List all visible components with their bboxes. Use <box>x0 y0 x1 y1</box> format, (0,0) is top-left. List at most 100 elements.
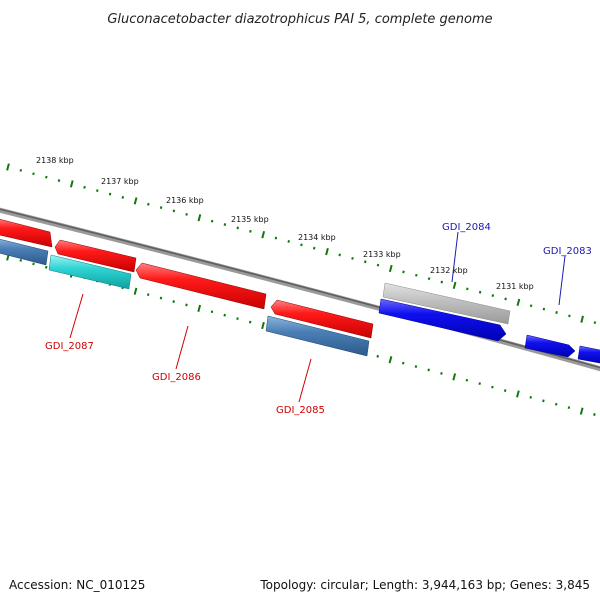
scale-tick <box>133 197 138 205</box>
scale-tick <box>121 196 125 199</box>
scale-tick <box>415 273 418 277</box>
scale-tick <box>197 304 202 312</box>
scale-tick <box>287 240 290 243</box>
scale-tick <box>351 256 354 260</box>
scale-tick <box>440 372 443 375</box>
scale-tick <box>210 219 214 223</box>
scale-tick <box>274 236 278 240</box>
leader-line-gdi-2083 <box>558 255 566 306</box>
scale-tick <box>402 270 405 274</box>
scale-tick <box>210 310 214 314</box>
accession-text: Accession: NC_010125 <box>9 578 146 592</box>
scale-tick <box>427 368 430 372</box>
scale-tick <box>491 294 495 297</box>
kbp-label: 2136 kbp <box>166 196 204 205</box>
scale-tick <box>147 202 150 206</box>
gene-labels: GDI_2087 GDI_2086 GDI_2085 GDI_2084 GDI_… <box>45 222 592 416</box>
topology-text: Topology: circular; Length: 3,944,163 bp… <box>260 578 590 592</box>
gene-feature-red-left[interactable] <box>0 218 53 248</box>
gene-label-gdi-2083[interactable]: GDI_2083 <box>543 246 592 257</box>
scale-tick <box>452 373 457 381</box>
gene-feature-gdi-2083[interactable] <box>524 334 576 358</box>
scale-tick <box>529 304 533 308</box>
leader-line-gdi-2084 <box>451 231 459 283</box>
scale-tick <box>300 243 303 247</box>
scale-tick <box>223 313 226 317</box>
scale-tick <box>172 209 176 213</box>
scale-tick <box>388 264 393 273</box>
scale-tick <box>185 212 188 216</box>
scale-tick <box>159 206 163 210</box>
scale-tick <box>83 185 86 189</box>
scale-tick <box>554 402 558 406</box>
kbp-label: 2135 kbp <box>231 215 269 224</box>
scale-tick <box>312 246 316 250</box>
scale-tick <box>503 389 507 392</box>
gene-feature-steel-left[interactable] <box>0 238 49 266</box>
scale-tick <box>44 265 48 269</box>
scale-tick <box>516 298 521 306</box>
scale-tick <box>172 300 175 303</box>
kbp-scale-labels: 2138 kbp 2137 kbp 2136 kbp 2135 kbp 2134… <box>36 156 534 291</box>
reverse-strand-features <box>0 218 374 357</box>
scale-tick <box>236 317 239 321</box>
scale-tick <box>452 281 457 290</box>
kbp-label: 2137 kbp <box>101 177 139 186</box>
scale-tick <box>593 413 596 416</box>
scale-tick <box>325 247 329 256</box>
scale-tick <box>567 406 571 410</box>
kbp-scale-ticks <box>6 163 597 325</box>
scale-tick <box>32 262 35 266</box>
scale-tick <box>401 361 405 365</box>
scale-tick <box>542 307 546 311</box>
scale-tick <box>580 315 584 323</box>
gene-label-gdi-2084[interactable]: GDI_2084 <box>442 222 491 233</box>
scale-tick <box>19 259 23 262</box>
scale-tick <box>478 382 481 386</box>
kbp-label: 2131 kbp <box>496 282 534 291</box>
scale-tick <box>261 321 265 330</box>
scale-tick <box>32 172 35 176</box>
gene-feature-gray[interactable] <box>382 282 511 325</box>
gene-label-gdi-2087[interactable]: GDI_2087 <box>45 341 94 352</box>
gene-feature-red-2[interactable] <box>54 239 137 273</box>
scale-tick <box>466 287 469 291</box>
scale-tick <box>57 179 61 182</box>
gene-feature-gdi-2086[interactable] <box>135 262 267 310</box>
scale-tick <box>108 192 112 196</box>
scale-tick <box>133 287 138 295</box>
scale-tick <box>248 320 252 324</box>
kbp-label: 2138 kbp <box>36 156 74 165</box>
gene-feature-gdi-2087[interactable] <box>48 254 132 290</box>
gene-feature-partial[interactable] <box>577 345 600 364</box>
genome-backbone-highlight <box>0 208 600 369</box>
gene-feature-red-4[interactable] <box>270 299 374 339</box>
scale-tick <box>568 314 571 318</box>
scale-tick <box>376 354 379 358</box>
scale-tick <box>427 277 431 281</box>
gene-feature-gdi-2085[interactable] <box>265 315 370 357</box>
scale-tick <box>414 365 418 368</box>
scale-tick <box>338 253 341 257</box>
scale-tick <box>197 214 202 222</box>
gene-feature-gdi-2084[interactable] <box>378 298 507 342</box>
scale-tick <box>249 229 252 233</box>
scale-tick <box>45 175 48 179</box>
scale-tick <box>6 163 10 171</box>
scale-tick <box>223 223 227 226</box>
scale-tick <box>504 297 507 301</box>
scale-tick <box>555 311 558 314</box>
gene-label-gdi-2085[interactable]: GDI_2085 <box>276 405 325 416</box>
scale-tick <box>542 399 545 403</box>
kbp-label: 2132 kbp <box>430 266 468 275</box>
scale-tick <box>376 263 380 267</box>
genome-backbone <box>0 207 600 372</box>
scale-tick <box>236 226 239 230</box>
scale-tick <box>465 378 469 382</box>
scale-tick <box>159 296 163 300</box>
forward-strand-features <box>378 282 600 364</box>
gene-label-gdi-2086[interactable]: GDI_2086 <box>152 372 201 383</box>
scale-tick <box>440 280 444 284</box>
map-title: Gluconacetobacter diazotrophicus PAI 5, … <box>107 12 492 27</box>
